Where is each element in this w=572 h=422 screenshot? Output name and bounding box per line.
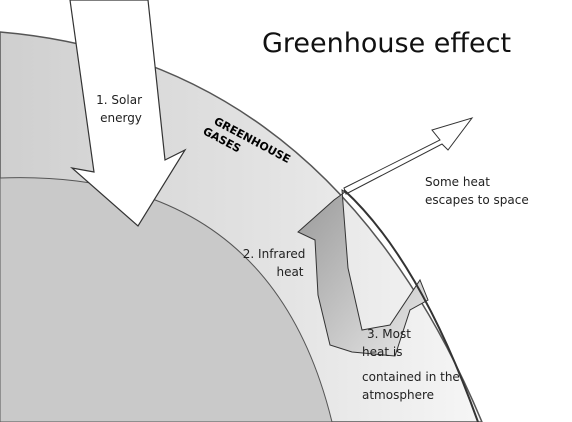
page: {"title": "Greenhouse effect", "labels":… (0, 0, 572, 422)
title: Greenhouse effect (262, 28, 511, 59)
escape-label: Some heat escapes to space (425, 175, 529, 207)
diagram: Greenhouse effect 1. Solar energy GREENH… (0, 0, 572, 422)
